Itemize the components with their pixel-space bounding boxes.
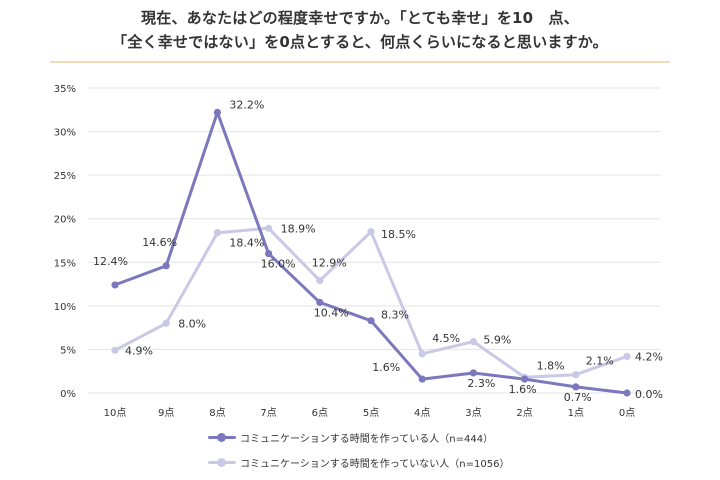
data-label: 4.2% bbox=[635, 350, 663, 363]
data-point bbox=[111, 346, 119, 354]
legend-label-series-2: コミュニケーションする時間を作っていない人（n=1056） bbox=[240, 459, 510, 470]
data-label: 14.6% bbox=[142, 236, 177, 249]
data-point bbox=[469, 369, 477, 377]
chart-title-line-1: 現在、あなたはどの程度幸せですか。「とても幸せ」を10 点、 bbox=[141, 9, 579, 27]
data-label: 4.5% bbox=[432, 332, 460, 345]
data-label: 5.9% bbox=[483, 334, 511, 347]
data-point bbox=[162, 319, 170, 327]
x-tick-label: 4点 bbox=[414, 407, 430, 419]
data-point bbox=[367, 228, 375, 236]
data-point bbox=[418, 375, 426, 383]
legend-item-series-1: コミュニケーションする時間を作っている人（n=444） bbox=[208, 430, 493, 445]
data-label: 1.6% bbox=[509, 383, 537, 396]
data-label: 12.9% bbox=[312, 257, 347, 270]
legend-marker-series-2 bbox=[217, 458, 226, 467]
data-point bbox=[213, 229, 221, 237]
chart-title: 現在、あなたはどの程度幸せですか。「とても幸せ」を10 点、 「全く幸せではない… bbox=[0, 6, 720, 54]
data-label: 1.6% bbox=[372, 361, 400, 374]
data-point bbox=[265, 224, 273, 232]
data-label: 18.9% bbox=[281, 222, 316, 235]
x-tick-label: 5点 bbox=[363, 407, 379, 419]
data-point bbox=[623, 389, 631, 397]
data-point bbox=[572, 383, 580, 391]
legend-marker-series-1 bbox=[217, 433, 226, 442]
data-point bbox=[572, 371, 580, 379]
title-divider bbox=[50, 61, 670, 63]
data-label: 2.1% bbox=[586, 355, 614, 368]
y-tick-label: 20% bbox=[54, 215, 76, 226]
data-label: 18.5% bbox=[381, 228, 416, 241]
x-tick-label: 10点 bbox=[104, 407, 127, 419]
data-label: 0.0% bbox=[635, 388, 663, 401]
x-tick-label: 2点 bbox=[516, 407, 532, 419]
legend-label-series-1: コミュニケーションする時間を作っている人（n=444） bbox=[240, 434, 494, 445]
data-label: 12.4% bbox=[93, 255, 128, 268]
data-label: 8.3% bbox=[381, 309, 409, 322]
data-label: 16.0% bbox=[261, 258, 296, 271]
data-point bbox=[213, 108, 221, 116]
x-tick-label: 6点 bbox=[312, 407, 328, 419]
data-point bbox=[623, 352, 631, 360]
legend-swatch-series-2 bbox=[208, 458, 236, 467]
x-tick-label: 3点 bbox=[465, 407, 481, 419]
x-tick-label: 7点 bbox=[260, 407, 276, 419]
x-tick-label: 9点 bbox=[158, 407, 174, 419]
x-tick-label: 8点 bbox=[209, 407, 225, 419]
y-tick-label: 10% bbox=[54, 302, 76, 313]
data-point bbox=[265, 249, 273, 258]
y-tick-label: 5% bbox=[60, 345, 76, 356]
series-line bbox=[114, 110, 628, 395]
data-point bbox=[316, 298, 324, 306]
data-label: 1.8% bbox=[537, 359, 565, 372]
data-label: 0.7% bbox=[564, 391, 592, 404]
data-point bbox=[367, 317, 375, 325]
data-label: 10.4% bbox=[314, 306, 349, 319]
data-label: 32.2% bbox=[229, 98, 264, 111]
data-label: 18.4% bbox=[229, 237, 264, 250]
y-tick-label: 0% bbox=[60, 389, 76, 400]
data-label: 2.3% bbox=[467, 377, 495, 390]
data-point bbox=[418, 350, 426, 358]
data-point bbox=[469, 337, 477, 346]
legend-item-series-2: コミュニケーションする時間を作っていない人（n=1056） bbox=[208, 455, 509, 470]
series-line bbox=[114, 226, 628, 379]
x-tick-label: 1点 bbox=[568, 407, 584, 419]
y-tick-label: 15% bbox=[54, 258, 76, 269]
chart-title-line-2: 「全く幸せではない」を0点とすると、何点くらいになると思いますか。 bbox=[112, 33, 608, 51]
data-label: 8.0% bbox=[178, 317, 206, 330]
data-point bbox=[521, 375, 529, 383]
data-point bbox=[316, 276, 324, 285]
legend-swatch-series-1 bbox=[208, 433, 236, 442]
data-point bbox=[162, 262, 170, 270]
x-tick-label: 0点 bbox=[619, 407, 635, 419]
data-label: 4.9% bbox=[125, 344, 153, 357]
y-tick-label: 35% bbox=[54, 84, 76, 95]
data-point bbox=[111, 281, 119, 289]
y-tick-label: 30% bbox=[54, 128, 76, 139]
y-tick-label: 25% bbox=[54, 171, 76, 182]
